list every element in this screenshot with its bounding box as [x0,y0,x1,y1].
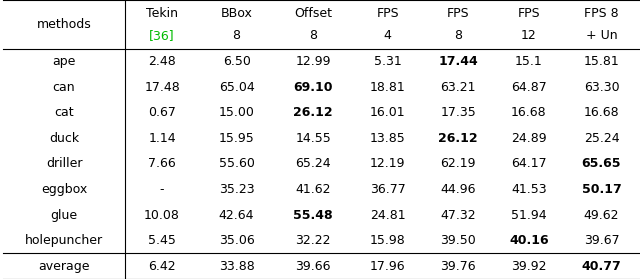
Text: methods: methods [36,18,92,31]
Text: 15.81: 15.81 [584,55,620,68]
Text: 32.22: 32.22 [296,234,331,247]
Text: 6.50: 6.50 [223,55,250,68]
Text: 39.50: 39.50 [440,234,476,247]
Text: glue: glue [51,208,77,222]
Text: FPS: FPS [376,7,399,20]
Text: 16.68: 16.68 [511,106,547,119]
Text: 39.67: 39.67 [584,234,620,247]
Text: 65.65: 65.65 [582,157,621,170]
Text: 16.68: 16.68 [584,106,620,119]
Text: 5.45: 5.45 [148,234,176,247]
Text: 55.60: 55.60 [219,157,255,170]
Text: 10.08: 10.08 [144,208,180,222]
Text: 18.81: 18.81 [370,81,406,93]
Text: 4: 4 [384,29,392,42]
Text: 17.48: 17.48 [144,81,180,93]
Text: 24.89: 24.89 [511,132,547,145]
Text: 24.81: 24.81 [370,208,406,222]
Text: 15.00: 15.00 [219,106,255,119]
Text: cat: cat [54,106,74,119]
Text: driller: driller [45,157,83,170]
Text: 50.17: 50.17 [582,183,621,196]
Text: 62.19: 62.19 [440,157,476,170]
Text: 12.19: 12.19 [370,157,405,170]
Text: 40.16: 40.16 [509,234,548,247]
Text: 14.55: 14.55 [295,132,331,145]
Text: 25.24: 25.24 [584,132,620,145]
Text: 8: 8 [309,29,317,42]
Text: 26.12: 26.12 [438,132,478,145]
Text: -: - [160,183,164,196]
Text: 65.04: 65.04 [219,81,255,93]
Text: 26.12: 26.12 [293,106,333,119]
Text: 17.96: 17.96 [370,260,406,273]
Text: 49.62: 49.62 [584,208,620,222]
Text: 41.62: 41.62 [296,183,331,196]
Text: 33.88: 33.88 [219,260,255,273]
Text: 39.66: 39.66 [296,260,331,273]
Text: 44.96: 44.96 [440,183,476,196]
Text: 2.48: 2.48 [148,55,176,68]
Text: Offset: Offset [294,7,332,20]
Text: 64.17: 64.17 [511,157,547,170]
Text: FPS: FPS [447,7,470,20]
Text: Tekin: Tekin [146,7,178,20]
Text: 16.01: 16.01 [370,106,406,119]
Text: 63.30: 63.30 [584,81,620,93]
Text: 47.32: 47.32 [440,208,476,222]
Text: average: average [38,260,90,273]
Text: 55.48: 55.48 [293,208,333,222]
Text: 15.1: 15.1 [515,55,543,68]
Text: eggbox: eggbox [41,183,87,196]
Text: [36]: [36] [149,29,175,42]
Text: 13.85: 13.85 [370,132,406,145]
Text: FPS 8: FPS 8 [584,7,619,20]
Text: can: can [52,81,76,93]
Text: 39.92: 39.92 [511,260,547,273]
Text: 65.24: 65.24 [295,157,331,170]
Text: 40.77: 40.77 [582,260,621,273]
Text: 7.66: 7.66 [148,157,176,170]
Text: duck: duck [49,132,79,145]
Text: 35.23: 35.23 [219,183,255,196]
Text: 69.10: 69.10 [293,81,333,93]
Text: + Un: + Un [586,29,617,42]
Text: ape: ape [52,55,76,68]
Text: 5.31: 5.31 [374,55,401,68]
Text: 64.87: 64.87 [511,81,547,93]
Text: 17.35: 17.35 [440,106,476,119]
Text: 6.42: 6.42 [148,260,176,273]
Text: 42.64: 42.64 [219,208,254,222]
Text: 36.77: 36.77 [370,183,406,196]
Text: 8: 8 [232,29,241,42]
Text: 0.67: 0.67 [148,106,176,119]
Text: 39.76: 39.76 [440,260,476,273]
Text: holepuncher: holepuncher [25,234,103,247]
Text: 1.14: 1.14 [148,132,176,145]
Text: BBox: BBox [221,7,253,20]
Text: 8: 8 [454,29,462,42]
Text: 51.94: 51.94 [511,208,547,222]
Text: 12: 12 [521,29,537,42]
Text: 15.98: 15.98 [370,234,406,247]
Text: 15.95: 15.95 [219,132,255,145]
Text: FPS: FPS [518,7,540,20]
Text: 12.99: 12.99 [296,55,331,68]
Text: 17.44: 17.44 [438,55,478,68]
Text: 35.06: 35.06 [219,234,255,247]
Text: 41.53: 41.53 [511,183,547,196]
Text: 63.21: 63.21 [440,81,476,93]
